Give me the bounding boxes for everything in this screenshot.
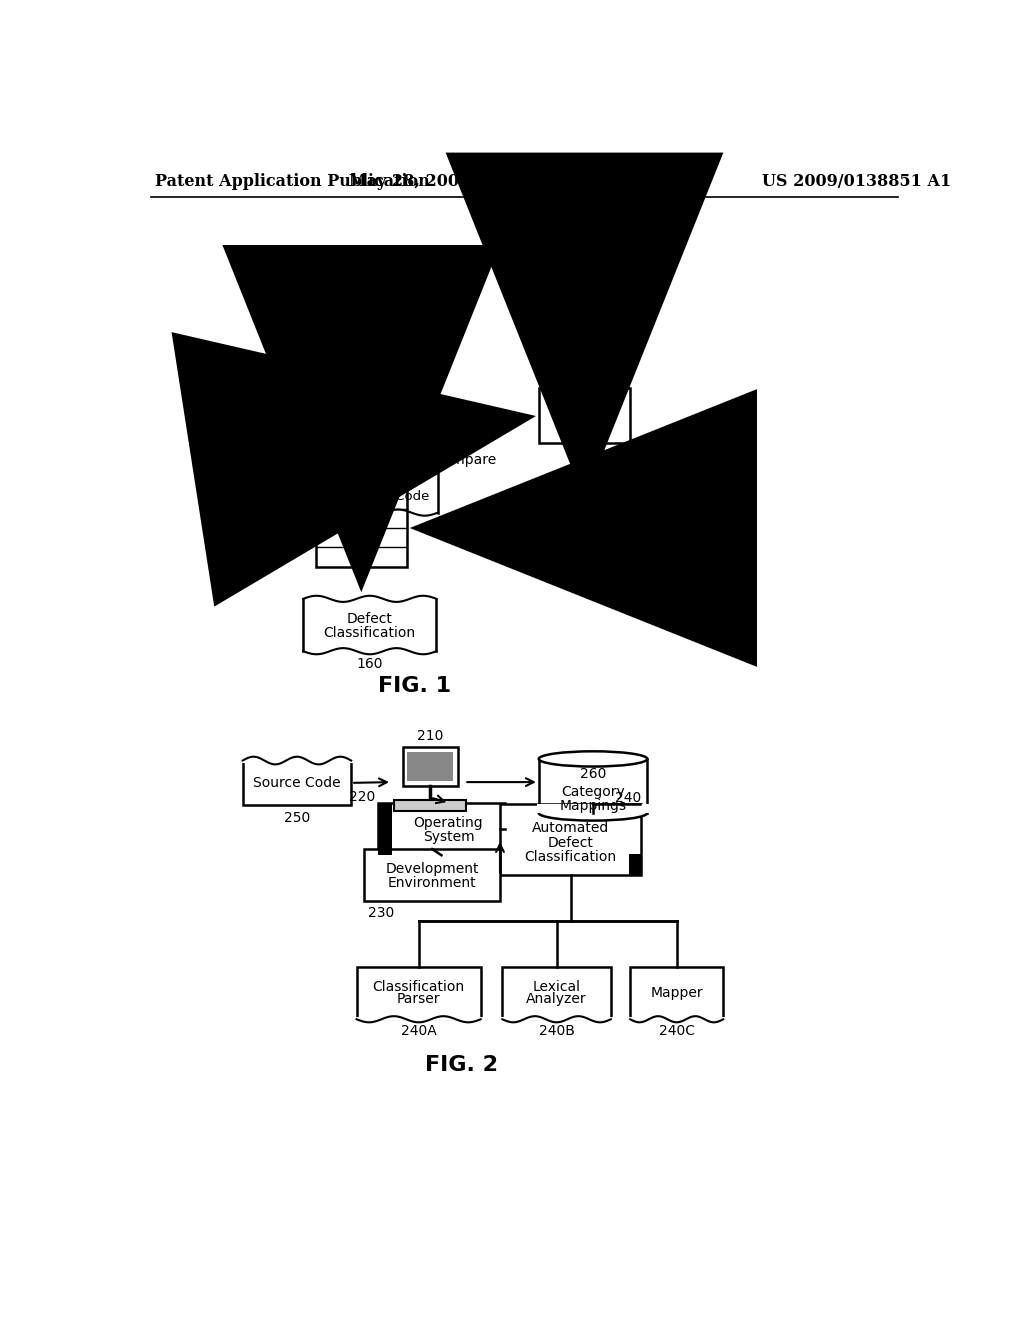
Bar (365, 849, 500, 902)
Text: Mapper: Mapper (650, 986, 703, 1001)
Bar (408, 752, 454, 781)
Bar (212, 378, 282, 470)
Text: 120A: 120A (354, 384, 388, 397)
Bar (503, 966, 611, 1019)
Text: Defect: Defect (560, 408, 608, 424)
Bar (539, 759, 647, 813)
Bar (630, 966, 723, 1019)
Text: System: System (423, 830, 474, 843)
Text: Development: Development (385, 862, 479, 876)
Text: Parser: Parser (397, 993, 440, 1006)
Text: 130: 130 (571, 374, 598, 387)
Text: 150: 150 (348, 474, 375, 487)
Bar (356, 966, 480, 1019)
Text: Map: Map (346, 520, 377, 536)
Circle shape (560, 507, 609, 557)
Text: Category: Category (561, 785, 625, 799)
Text: FIG. 1: FIG. 1 (378, 676, 452, 696)
Text: Automated: Automated (531, 821, 609, 836)
Text: 230: 230 (369, 906, 394, 920)
Bar (215, 381, 244, 411)
Text: Source Code: Source Code (253, 776, 341, 789)
Text: Lexical
Analysis: Lexical Analysis (580, 565, 636, 595)
Text: Environment: Environment (388, 876, 476, 890)
Text: New Line of Code: New Line of Code (313, 490, 429, 503)
Bar (402, 747, 458, 785)
Bar (305, 372, 438, 420)
Text: 120B: 120B (354, 477, 388, 490)
Text: 160: 160 (356, 656, 383, 671)
Text: Analyzer: Analyzer (526, 993, 587, 1006)
Text: 240B: 240B (539, 1024, 574, 1038)
Text: Classification: Classification (373, 979, 465, 994)
Text: Compare: Compare (433, 453, 497, 467)
Text: Defect: Defect (347, 612, 393, 626)
Text: Classification: Classification (324, 626, 416, 640)
Bar (394, 800, 467, 810)
Text: Old Line of Code: Old Line of Code (316, 397, 426, 411)
Text: 210: 210 (417, 729, 443, 743)
Text: 220: 220 (349, 789, 375, 804)
Text: 110: 110 (233, 475, 260, 490)
Bar (315, 490, 407, 566)
Text: 250: 250 (284, 810, 310, 825)
Text: May 28, 2009  Sheet 1 of 2: May 28, 2009 Sheet 1 of 2 (349, 173, 589, 190)
Text: Lexical: Lexical (532, 979, 581, 994)
Text: Mappings: Mappings (559, 799, 627, 813)
Text: Patent Application Publication: Patent Application Publication (155, 173, 430, 190)
Text: 240A: 240A (400, 1024, 436, 1038)
Bar (538, 804, 649, 813)
Text: Classification: Classification (524, 850, 616, 863)
Text: FIG. 2: FIG. 2 (425, 1056, 498, 1076)
Bar (305, 465, 438, 512)
Bar (539, 388, 630, 444)
Bar (243, 760, 351, 805)
Ellipse shape (539, 751, 647, 767)
Text: 140: 140 (548, 494, 574, 508)
Bar (378, 803, 506, 855)
Text: Operating: Operating (414, 816, 483, 830)
Bar (629, 854, 641, 875)
Text: Defect: Defect (548, 836, 594, 850)
Text: 240: 240 (614, 791, 641, 804)
Bar (500, 804, 641, 875)
Bar (303, 599, 436, 651)
Text: US 2009/0138851 A1: US 2009/0138851 A1 (762, 173, 951, 190)
Ellipse shape (539, 805, 647, 821)
Text: 260: 260 (580, 767, 606, 780)
Text: 240C: 240C (658, 1024, 694, 1038)
Bar (378, 803, 391, 855)
